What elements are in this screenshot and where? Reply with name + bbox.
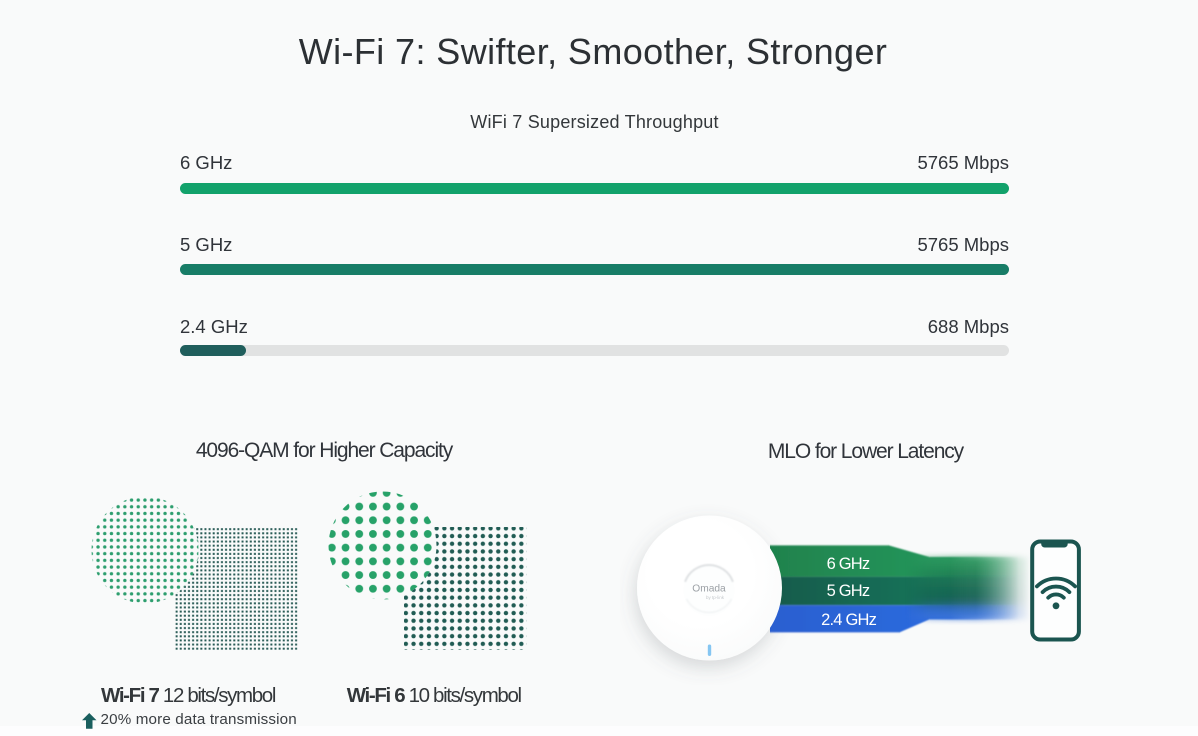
svg-text:5 GHz: 5 GHz xyxy=(827,582,870,600)
svg-text:Omada: Omada xyxy=(692,584,726,595)
svg-text:2.4 GHz: 2.4 GHz xyxy=(821,611,876,629)
svg-text:6 GHz: 6 GHz xyxy=(827,555,870,573)
svg-text:by tp-link: by tp-link xyxy=(706,595,725,600)
